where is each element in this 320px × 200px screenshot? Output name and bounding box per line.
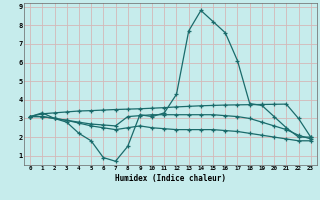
X-axis label: Humidex (Indice chaleur): Humidex (Indice chaleur) <box>115 174 226 183</box>
